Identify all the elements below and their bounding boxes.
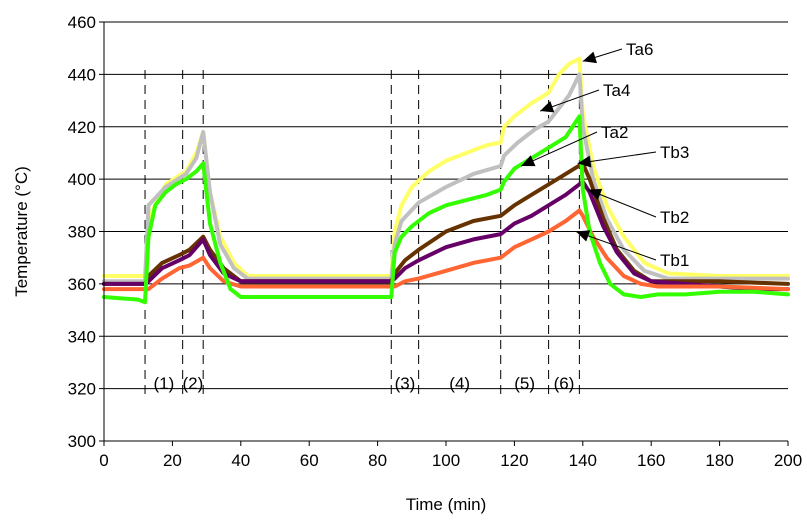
series-line-tb3	[102, 161, 790, 286]
x-tick-label-0: 0	[99, 451, 108, 470]
arrowhead-ta2	[521, 155, 536, 167]
annotation-layer: Ta6 Ta4 Ta2 Tb3 Tb2 Tb1	[521, 40, 689, 270]
x-tick-label-160: 160	[637, 451, 665, 470]
series-line-ta2	[102, 114, 790, 305]
arrowhead-tb3	[577, 155, 592, 168]
x-tick-label-80: 80	[368, 451, 387, 470]
y-tick-label-460: 460	[68, 13, 96, 32]
arrowhead-ta4	[540, 101, 555, 113]
x-tick-label-120: 120	[500, 451, 528, 470]
series-label-ta6: Ta6	[626, 40, 653, 59]
arrowhead-tb2	[587, 188, 603, 201]
y-tick-label-400: 400	[68, 170, 96, 189]
x-tick-label-60: 60	[300, 451, 319, 470]
y-tick-label-340: 340	[68, 327, 96, 346]
series-line-tb1	[102, 208, 790, 292]
x-tick-label-40: 40	[231, 451, 250, 470]
arrow-line-ta2	[521, 131, 598, 167]
x-tick-label-140: 140	[569, 451, 597, 470]
series-label-tb2: Tb2	[660, 208, 689, 227]
x-tick-label-200: 200	[774, 451, 802, 470]
x-tick-label-100: 100	[432, 451, 460, 470]
y-tick-label-380: 380	[68, 223, 96, 242]
series-line-ta4	[102, 72, 790, 284]
y-tick-label-300: 300	[68, 432, 96, 451]
x-tick-label-180: 180	[705, 451, 733, 470]
series-label-ta2: Ta2	[601, 123, 628, 142]
y-tick-label-420: 420	[68, 118, 96, 137]
phase-label-3: (3)	[395, 374, 416, 393]
y-axis-title: Temperature (°C)	[12, 166, 31, 297]
arrow-line-tb3	[577, 151, 657, 164]
phase-label-6: (6)	[554, 374, 575, 393]
y-tick-label-360: 360	[68, 275, 96, 294]
x-axis-title: Time (min)	[406, 495, 487, 514]
arrowhead-ta6	[582, 51, 597, 64]
series-label-tb3: Tb3	[660, 143, 689, 162]
series-line-tb2	[102, 179, 790, 292]
phase-label-5: (5)	[514, 374, 535, 393]
series-layer	[102, 56, 790, 305]
x-tick-label-20: 20	[163, 451, 182, 470]
series-label-tb1: Tb1	[660, 251, 689, 270]
phase-label-1: (1)	[153, 374, 174, 393]
y-tick-label-440: 440	[68, 65, 96, 84]
phase-label-4: (4)	[449, 374, 470, 393]
arrowhead-tb1	[575, 230, 591, 242]
y-tick-label-320: 320	[68, 380, 96, 399]
arrow-line-tb1	[575, 231, 657, 261]
series-label-ta4: Ta4	[603, 81, 630, 100]
phase-label-2: (2)	[183, 374, 204, 393]
axis-layer: 300 320 340 360 380 400 420 440 460 0 20 40 60 80 100 1…	[68, 13, 803, 470]
